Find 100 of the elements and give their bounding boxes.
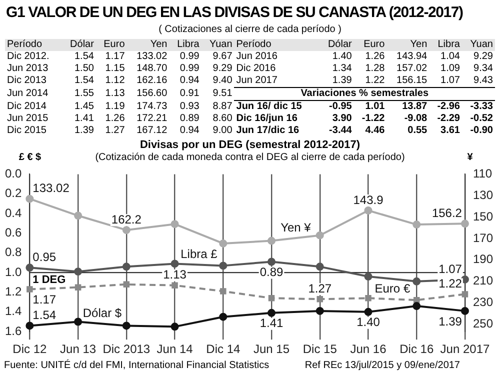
text: 1.19 <box>105 100 125 112</box>
point <box>364 272 372 281</box>
point <box>122 322 130 330</box>
text: 162.16 <box>136 75 168 86</box>
point <box>26 194 34 203</box>
text: Período <box>7 39 42 50</box>
data-label: 1.40 <box>356 315 380 330</box>
data-label: 156.2 <box>432 206 462 220</box>
point <box>219 312 228 321</box>
data-label: 1.27 <box>308 281 332 296</box>
text: Euro <box>364 39 385 50</box>
text: -3.44 <box>329 125 352 136</box>
text: -2.96 <box>437 101 460 112</box>
point <box>170 260 179 268</box>
series-label: Libra £ <box>180 247 218 262</box>
text: ( Cotizaciones al cierre de cada período ) <box>158 24 342 35</box>
text: 1.09 <box>440 63 460 74</box>
text: 8.60 <box>212 113 232 124</box>
point <box>74 212 82 220</box>
point <box>74 268 82 276</box>
point <box>364 308 372 316</box>
x-tick-label: Jun 16 <box>350 342 387 356</box>
text: 0.94 <box>180 125 200 136</box>
y-tick-label: 1.6 <box>4 324 22 338</box>
data-label: 1.39 <box>438 314 462 328</box>
point <box>26 264 34 272</box>
text: Dic 16/jun 16 <box>236 113 298 124</box>
text: Jun 2016 <box>236 51 278 62</box>
text: Yuan <box>209 39 232 50</box>
point <box>316 262 324 271</box>
x-tick-label: Jun 15 <box>254 342 290 356</box>
point <box>268 236 276 245</box>
text: Jun 16/ dic 15 <box>236 101 302 112</box>
x-tick-label: Dic 16 <box>400 342 434 356</box>
text: 1.26 <box>105 113 125 124</box>
text: 9.51 <box>212 88 232 99</box>
text: Yuan <box>470 39 493 50</box>
x-tick-label: Dic 14 <box>206 342 240 356</box>
point <box>316 296 323 302</box>
point <box>122 262 130 271</box>
text: 1.15 <box>105 63 125 74</box>
point <box>460 306 469 315</box>
source-note: Fuente: UNITÉ c/d del FMI, International Financial Statistics <box>4 360 270 371</box>
text: 0.99 <box>180 63 200 74</box>
text: 3.61 <box>440 125 460 136</box>
text: Dólar <box>70 39 94 50</box>
text: 156.15 <box>396 75 428 86</box>
text: -0.52 <box>470 113 493 124</box>
text: 1.39 <box>332 75 352 86</box>
text: 0.93 <box>180 100 200 112</box>
point <box>170 322 179 331</box>
text: Dic 2015 <box>7 125 46 136</box>
text: 9.29 <box>212 63 232 74</box>
text: 1.28 <box>365 63 385 74</box>
point <box>268 258 276 266</box>
y2-tick-label: 130 <box>472 188 494 202</box>
text: -1.22 <box>362 113 385 124</box>
text: Jun 2017 <box>236 75 278 86</box>
point <box>26 322 34 330</box>
text: 1.13 <box>105 88 125 99</box>
text: 9.00 <box>212 125 232 136</box>
point <box>219 262 228 270</box>
text: G1 VALOR DE UN DEG EN LAS DIVISAS DE SU CANASTA (2012-2017) <box>5 3 464 21</box>
data-label: 162.2 <box>111 212 142 226</box>
point <box>74 284 82 290</box>
point <box>364 206 372 214</box>
y2-tick-label: 190 <box>472 252 494 266</box>
text: 148.70 <box>136 63 168 74</box>
text: Libra <box>438 39 460 50</box>
data-label: 0.95 <box>32 250 56 264</box>
text: 8.87 <box>212 100 232 112</box>
point <box>412 277 421 286</box>
series-label: Yen ¥ <box>280 220 312 234</box>
text: 1.26 <box>365 51 385 62</box>
point <box>460 220 469 228</box>
text: 0.94 <box>180 75 200 86</box>
text: 156.60 <box>136 88 168 99</box>
y2-tick-label: 170 <box>472 230 494 245</box>
text: 1.17 <box>105 51 125 62</box>
text: Dic 2012. <box>7 51 50 62</box>
point <box>123 281 130 288</box>
point <box>220 288 226 294</box>
x-tick-label: Dic 15 <box>302 342 338 356</box>
point <box>172 282 178 288</box>
point <box>316 231 324 240</box>
y2-tick-label: 150 <box>472 209 494 224</box>
y-tick-label: 1.2 <box>4 284 22 299</box>
y-tick-label: 1.4 <box>4 304 22 318</box>
text: 0.91 <box>180 88 200 99</box>
text: 1.22 <box>365 75 385 86</box>
text: Período <box>236 39 272 50</box>
text: -0.90 <box>470 125 493 136</box>
point <box>219 239 228 248</box>
text: 13.87 <box>402 101 428 112</box>
text: 0.99 <box>180 51 200 62</box>
text: 9.43 <box>474 75 493 86</box>
series-label: Euro € <box>374 281 410 296</box>
text: Yen <box>150 39 168 50</box>
text: 1.40 <box>332 51 352 62</box>
point <box>74 318 82 326</box>
